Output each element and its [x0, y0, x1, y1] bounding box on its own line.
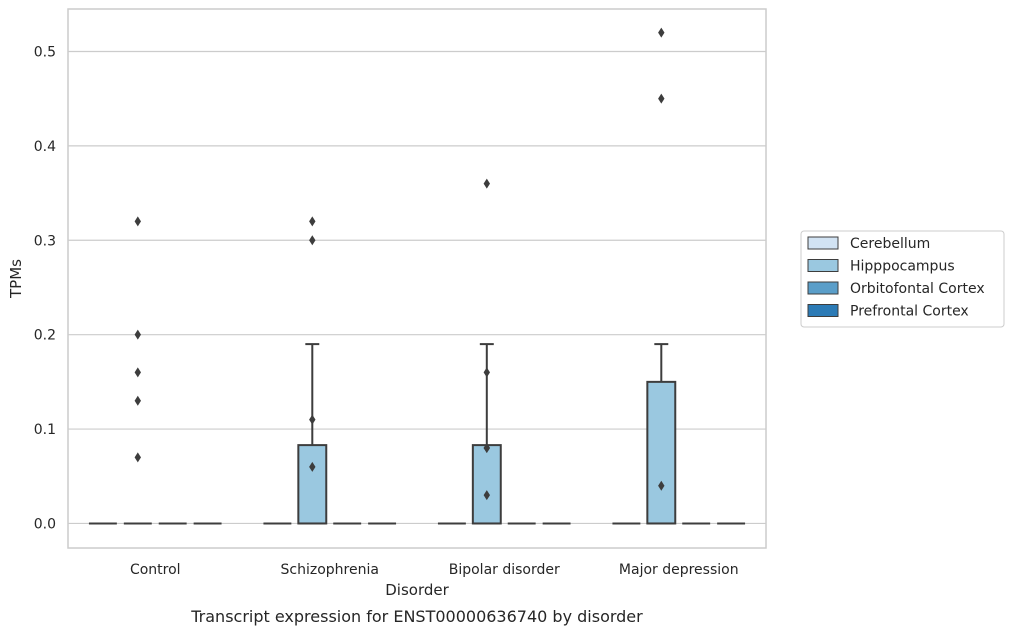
x-tick-labels: Control Schizophrenia Bipolar disorder Majo…	[130, 562, 739, 578]
outlier-points	[134, 27, 665, 501]
x-tick-label: Major depression	[619, 562, 739, 578]
outlier-point	[134, 395, 141, 406]
outlier-point	[483, 490, 490, 501]
legend-swatch	[807, 259, 839, 272]
x-tick-label: Control	[130, 562, 181, 578]
outlier-point	[309, 461, 316, 472]
outlier-point	[134, 367, 141, 378]
outlier-point	[658, 27, 665, 38]
outlier-point	[309, 235, 316, 246]
legend-swatch	[807, 304, 839, 317]
y-tick-label: 0.3	[34, 233, 56, 249]
legend-label: Cerebellum	[850, 236, 930, 252]
box-body	[297, 444, 328, 525]
legend-box	[800, 230, 1005, 328]
box-body	[471, 444, 502, 525]
x-tick-label: Bipolar disorder	[449, 562, 560, 578]
outlier-point	[658, 93, 665, 104]
legend: Cerebellum Hipppocampus Orbitofontal Corte…	[800, 230, 1005, 328]
legend-swatch	[807, 236, 839, 250]
box-body	[646, 380, 677, 525]
outlier-point	[134, 329, 141, 340]
outlier-point	[483, 367, 490, 378]
y-tick-labels: 0.0 0.1 0.2 0.3 0.4 0.5	[34, 44, 56, 532]
y-tick-label: 0.4	[34, 139, 56, 155]
legend-swatch	[807, 281, 839, 295]
legend-label: Prefrontal Cortex	[850, 304, 969, 320]
outlier-point	[309, 414, 316, 425]
y-tick-label: 0.0	[34, 516, 56, 532]
x-axis-label: Disorder	[385, 581, 449, 599]
legend-label: Hipppocampus	[850, 259, 955, 275]
outlier-point	[309, 216, 316, 227]
x-tick-label: Schizophrenia	[281, 562, 379, 578]
outlier-point	[134, 216, 141, 227]
box-1-3	[646, 343, 677, 525]
y-tick-label: 0.1	[34, 422, 56, 438]
outlier-point	[483, 178, 490, 189]
box-1-1	[297, 343, 328, 525]
y-axis-label: TPMs	[7, 259, 25, 299]
legend-label: Orbitofontal Cortex	[850, 281, 985, 297]
y-tick-label: 0.5	[34, 44, 56, 60]
outlier-point	[658, 480, 665, 491]
chart-caption: Transcript expression for ENST0000063674…	[190, 607, 643, 626]
box-1-2	[471, 343, 502, 525]
y-tick-label: 0.2	[34, 328, 56, 344]
outlier-point	[483, 442, 490, 453]
box-groups	[88, 343, 746, 525]
outlier-point	[134, 452, 141, 463]
plot-frame	[67, 8, 767, 549]
